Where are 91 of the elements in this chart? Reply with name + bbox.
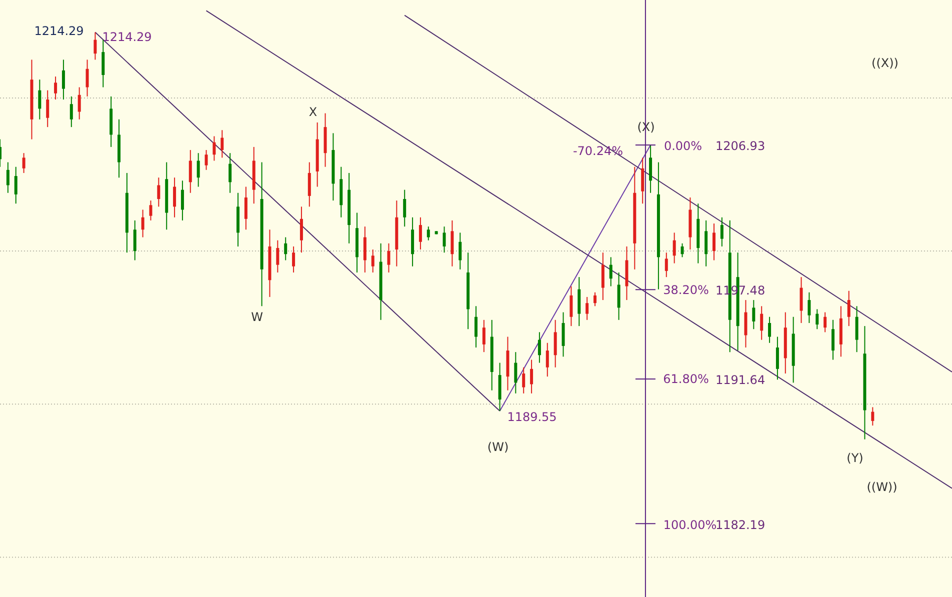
candlestick — [403, 189, 406, 228]
candlestick — [133, 220, 136, 261]
annotation: (Y) — [846, 451, 864, 466]
candlestick — [617, 272, 620, 320]
candlestick — [418, 216, 422, 250]
annotation: 38.20% — [663, 283, 709, 298]
candlestick — [832, 319, 834, 360]
annotation: 1214.29 — [34, 24, 84, 38]
candlestick — [680, 242, 684, 258]
candlestick — [276, 240, 280, 273]
candlestick — [363, 226, 366, 273]
candlestick — [70, 96, 73, 128]
candlestick — [530, 359, 534, 394]
candlestick — [824, 312, 827, 333]
candlestick — [442, 226, 446, 254]
y-tick-label: 1182.19 — [715, 518, 766, 532]
candlestick — [14, 166, 18, 204]
candlestick — [78, 86, 81, 120]
candlestick — [371, 249, 374, 273]
candlestick — [649, 144, 652, 194]
candlestick — [562, 312, 565, 358]
candlestick — [141, 209, 144, 238]
candlestick — [173, 177, 176, 218]
candlestick — [292, 246, 296, 273]
candlestick — [62, 59, 65, 100]
candlestick — [522, 366, 526, 394]
candlestick — [244, 186, 248, 230]
annotation: 100.00% — [663, 518, 717, 532]
candlestick — [554, 319, 557, 368]
candlestick — [38, 79, 42, 120]
candlestick — [609, 256, 612, 287]
candlestick — [482, 319, 486, 353]
annotation: 1214.29 — [102, 30, 152, 44]
annotation: (W) — [487, 440, 509, 454]
candlestick — [586, 296, 589, 320]
candlestick — [458, 232, 462, 270]
candlestick — [220, 130, 224, 158]
candlestick — [664, 252, 668, 278]
candlestick — [570, 286, 573, 327]
candlestick — [284, 236, 288, 261]
y-tick-label: 1206.93 — [715, 139, 766, 154]
candlestick — [22, 152, 26, 174]
candlestick — [212, 136, 216, 162]
candlestick — [871, 406, 874, 426]
candlestick — [300, 206, 303, 254]
candlestick — [426, 226, 430, 241]
candlestick — [387, 242, 390, 273]
candlestick — [720, 216, 724, 247]
candlestick — [514, 352, 518, 394]
candlestick — [594, 292, 596, 307]
candlestick — [228, 152, 232, 194]
candlestick — [157, 177, 160, 208]
candlestick — [752, 300, 756, 330]
candlestick — [149, 200, 152, 221]
candlestick — [94, 32, 97, 60]
candlestick — [188, 150, 192, 194]
y-tick-label: 1191.64 — [715, 373, 766, 388]
candlestick — [744, 300, 748, 348]
candlestick — [538, 332, 541, 364]
candlestick — [546, 342, 549, 378]
candlestick — [760, 306, 764, 340]
candlestick — [641, 157, 644, 204]
annotation: 1189.55 — [507, 410, 557, 424]
candlestick — [816, 308, 819, 330]
candlestick — [6, 162, 10, 194]
candlestick — [776, 336, 779, 380]
candlestick — [102, 39, 105, 88]
candlestick — [450, 220, 454, 267]
candlestick — [847, 290, 850, 327]
candlestick — [86, 59, 89, 97]
candlestick — [204, 150, 208, 170]
annotation: ((X)) — [872, 56, 898, 70]
annotation: 61.80% — [663, 372, 709, 386]
annotation: W — [251, 310, 264, 324]
candlestick — [196, 152, 200, 188]
candlestick — [308, 162, 311, 208]
candlestick — [474, 306, 478, 348]
annotation: ((W)) — [866, 480, 898, 494]
candlestick — [704, 220, 708, 267]
candlestick — [601, 252, 604, 301]
annotation: X — [308, 105, 318, 120]
candlestick — [672, 232, 676, 264]
candlestick — [768, 316, 772, 344]
candlestick — [808, 292, 811, 324]
candlestick — [800, 276, 803, 324]
annotation: 0.00% — [664, 139, 702, 154]
candlestick — [180, 180, 184, 221]
candlestick — [855, 306, 858, 353]
candlestick — [712, 222, 716, 261]
candlestick — [54, 76, 58, 100]
candlestick — [46, 90, 50, 128]
